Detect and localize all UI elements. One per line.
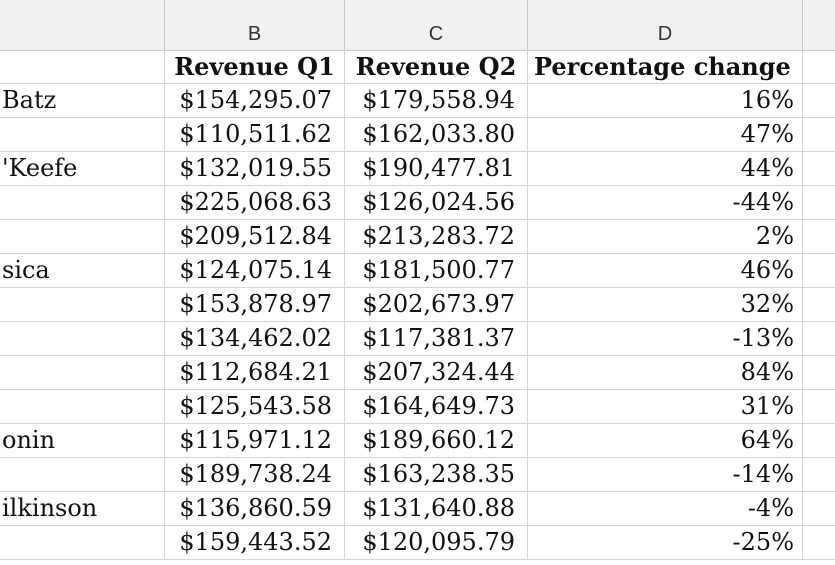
revenue-q2-cell[interactable]: $162,033.80: [345, 118, 528, 151]
empty-cell[interactable]: [803, 84, 835, 117]
revenue-q2-cell[interactable]: $164,649.73: [345, 390, 528, 423]
revenue-q2-cell[interactable]: $131,640.88: [345, 492, 528, 525]
revenue-q2-cell[interactable]: $179,558.94: [345, 84, 528, 117]
empty-cell[interactable]: [803, 152, 835, 185]
percentage-change-cell[interactable]: 31%: [528, 390, 803, 423]
table-row: $159,443.52 $120,095.79 -25%: [0, 526, 835, 560]
revenue-q2-cell[interactable]: $190,477.81: [345, 152, 528, 185]
table-header-row: Revenue Q1 Revenue Q2 Percentage change: [0, 50, 835, 84]
revenue-q2-cell[interactable]: $181,500.77: [345, 254, 528, 287]
table-row: Batz $154,295.07 $179,558.94 16%: [0, 84, 835, 118]
table-row: $209,512.84 $213,283.72 2%: [0, 220, 835, 254]
revenue-q1-cell[interactable]: $125,543.58: [165, 390, 345, 423]
percentage-change-cell[interactable]: 64%: [528, 424, 803, 457]
percentage-change-cell[interactable]: 84%: [528, 356, 803, 389]
empty-cell[interactable]: [803, 288, 835, 321]
header-cell-revenue-q1[interactable]: Revenue Q1: [165, 50, 345, 83]
name-cell[interactable]: sica: [0, 254, 165, 287]
header-cell-a[interactable]: [0, 50, 165, 83]
table-row: $125,543.58 $164,649.73 31%: [0, 390, 835, 424]
name-cell[interactable]: [0, 526, 165, 559]
column-header-e[interactable]: [803, 0, 835, 50]
header-cell-percentage-change[interactable]: Percentage change: [528, 50, 803, 83]
name-cell[interactable]: [0, 390, 165, 423]
percentage-change-cell[interactable]: -25%: [528, 526, 803, 559]
empty-cell[interactable]: [803, 254, 835, 287]
column-header-bar: B C D: [0, 0, 835, 51]
empty-cell[interactable]: [803, 186, 835, 219]
percentage-change-cell[interactable]: 44%: [528, 152, 803, 185]
name-cell[interactable]: 'Keefe: [0, 152, 165, 185]
revenue-q1-cell[interactable]: $225,068.63: [165, 186, 345, 219]
revenue-q1-cell[interactable]: $159,443.52: [165, 526, 345, 559]
empty-cell[interactable]: [803, 424, 835, 457]
revenue-q1-cell[interactable]: $153,878.97: [165, 288, 345, 321]
revenue-q1-cell[interactable]: $115,971.12: [165, 424, 345, 457]
revenue-q1-cell[interactable]: $136,860.59: [165, 492, 345, 525]
percentage-change-cell[interactable]: 32%: [528, 288, 803, 321]
table-row: $110,511.62 $162,033.80 47%: [0, 118, 835, 152]
name-cell[interactable]: onin: [0, 424, 165, 457]
name-cell[interactable]: Batz: [0, 84, 165, 117]
revenue-q2-cell[interactable]: $202,673.97: [345, 288, 528, 321]
revenue-q1-cell[interactable]: $189,738.24: [165, 458, 345, 491]
percentage-change-cell[interactable]: 2%: [528, 220, 803, 253]
revenue-q1-cell[interactable]: $124,075.14: [165, 254, 345, 287]
empty-cell[interactable]: [803, 118, 835, 151]
revenue-q2-cell[interactable]: $189,660.12: [345, 424, 528, 457]
revenue-q1-cell[interactable]: $132,019.55: [165, 152, 345, 185]
revenue-q2-cell[interactable]: $117,381.37: [345, 322, 528, 355]
percentage-change-cell[interactable]: -4%: [528, 492, 803, 525]
header-cell-revenue-q2[interactable]: Revenue Q2: [345, 50, 528, 83]
empty-cell[interactable]: [803, 322, 835, 355]
table-row: $134,462.02 $117,381.37 -13%: [0, 322, 835, 356]
revenue-q1-cell[interactable]: $209,512.84: [165, 220, 345, 253]
name-cell[interactable]: ilkinson: [0, 492, 165, 525]
revenue-q1-cell[interactable]: $110,511.62: [165, 118, 345, 151]
revenue-q2-cell[interactable]: $163,238.35: [345, 458, 528, 491]
percentage-change-cell[interactable]: -13%: [528, 322, 803, 355]
percentage-change-cell[interactable]: -44%: [528, 186, 803, 219]
header-cell-e[interactable]: [803, 50, 835, 83]
revenue-q1-cell[interactable]: $154,295.07: [165, 84, 345, 117]
name-cell[interactable]: [0, 288, 165, 321]
revenue-q2-cell[interactable]: $120,095.79: [345, 526, 528, 559]
revenue-q1-cell[interactable]: $134,462.02: [165, 322, 345, 355]
table-row: $225,068.63 $126,024.56 -44%: [0, 186, 835, 220]
revenue-q2-cell[interactable]: $207,324.44: [345, 356, 528, 389]
table-row: 'Keefe $132,019.55 $190,477.81 44%: [0, 152, 835, 186]
empty-cell[interactable]: [803, 220, 835, 253]
column-header-d[interactable]: D: [528, 0, 803, 50]
empty-cell[interactable]: [803, 526, 835, 559]
cell-grid: Revenue Q1 Revenue Q2 Percentage change …: [0, 50, 835, 560]
table-row: $153,878.97 $202,673.97 32%: [0, 288, 835, 322]
name-cell[interactable]: [0, 118, 165, 151]
table-row: ilkinson $136,860.59 $131,640.88 -4%: [0, 492, 835, 526]
empty-cell[interactable]: [803, 458, 835, 491]
name-cell[interactable]: [0, 186, 165, 219]
name-cell[interactable]: [0, 458, 165, 491]
table-row: $112,684.21 $207,324.44 84%: [0, 356, 835, 390]
table-row: sica $124,075.14 $181,500.77 46%: [0, 254, 835, 288]
column-header-c[interactable]: C: [345, 0, 528, 50]
column-header-a[interactable]: [0, 0, 165, 50]
empty-cell[interactable]: [803, 356, 835, 389]
revenue-q1-cell[interactable]: $112,684.21: [165, 356, 345, 389]
percentage-change-cell[interactable]: 16%: [528, 84, 803, 117]
revenue-q2-cell[interactable]: $213,283.72: [345, 220, 528, 253]
empty-cell[interactable]: [803, 492, 835, 525]
table-row: onin $115,971.12 $189,660.12 64%: [0, 424, 835, 458]
column-header-b[interactable]: B: [165, 0, 345, 50]
percentage-change-cell[interactable]: -14%: [528, 458, 803, 491]
percentage-change-cell[interactable]: 47%: [528, 118, 803, 151]
revenue-q2-cell[interactable]: $126,024.56: [345, 186, 528, 219]
percentage-change-cell[interactable]: 46%: [528, 254, 803, 287]
name-cell[interactable]: [0, 356, 165, 389]
table-row: $189,738.24 $163,238.35 -14%: [0, 458, 835, 492]
empty-cell[interactable]: [803, 390, 835, 423]
name-cell[interactable]: [0, 220, 165, 253]
name-cell[interactable]: [0, 322, 165, 355]
